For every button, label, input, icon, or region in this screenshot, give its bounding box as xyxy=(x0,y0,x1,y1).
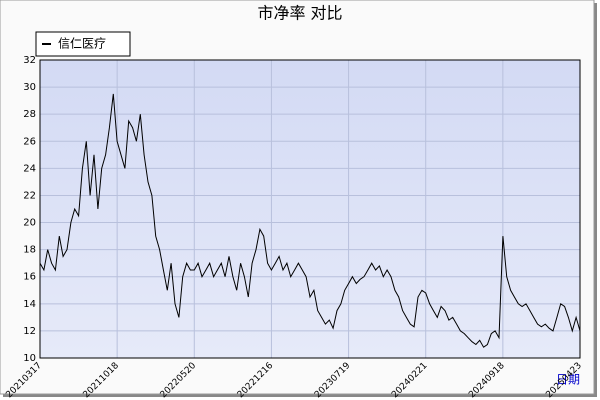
y-tick-label: 32 xyxy=(23,55,36,66)
plot-border xyxy=(39,59,581,359)
y-tick-label: 10 xyxy=(23,353,36,364)
y-tick-label: 12 xyxy=(23,326,36,337)
y-tick-label: 24 xyxy=(23,163,36,174)
chart-title: 市净率 对比 xyxy=(257,4,342,23)
plot-area xyxy=(40,60,580,358)
y-tick-label: 22 xyxy=(23,190,36,201)
y-tick-label: 16 xyxy=(23,272,36,283)
y-tick-label: 28 xyxy=(23,109,36,120)
legend xyxy=(35,31,131,57)
y-tick-label: 20 xyxy=(23,218,36,229)
line xyxy=(39,93,581,348)
y-tick-label: 14 xyxy=(23,299,36,310)
y-tick-label: 18 xyxy=(23,245,36,256)
y-tick-label: 30 xyxy=(23,82,36,93)
legend-label: 信仁医疗 xyxy=(58,37,106,51)
x-axis-label: 日期 xyxy=(556,373,580,387)
y-tick-label: 26 xyxy=(23,136,36,147)
